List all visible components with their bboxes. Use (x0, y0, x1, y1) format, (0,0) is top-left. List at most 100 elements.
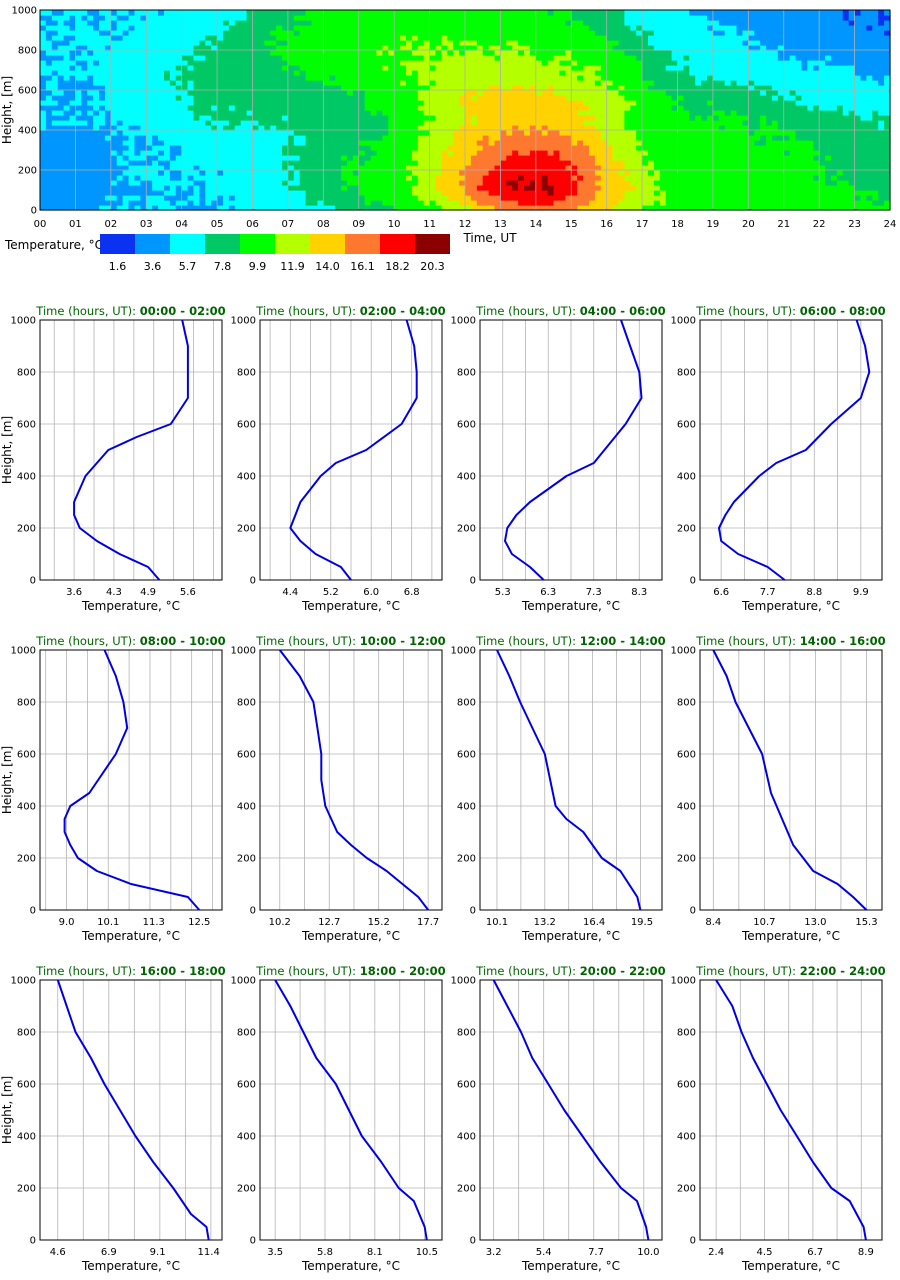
heatmap-cell (400, 190, 407, 196)
heatmap-cell (152, 35, 159, 41)
heatmap-cell (193, 80, 200, 86)
heatmap-cell (163, 115, 171, 121)
heatmap-cell (707, 180, 714, 186)
heatmap-cell (653, 95, 661, 101)
heatmap-cell (653, 125, 661, 131)
heatmap-cell (453, 120, 460, 126)
heatmap-cell (535, 35, 543, 41)
heatmap-cell (423, 120, 431, 126)
heatmap-cell (488, 200, 496, 206)
heatmap-cell (187, 75, 195, 81)
heatmap-cell (512, 125, 519, 131)
heatmap-cell (81, 90, 88, 96)
heatmap-cell (577, 190, 584, 196)
heatmap-cell (653, 200, 661, 206)
heatmap-cell (636, 60, 643, 66)
heatmap-cell (388, 165, 395, 171)
heatmap-cell (87, 155, 94, 161)
heatmap-cell (211, 20, 218, 26)
heatmap-cell (417, 170, 425, 176)
heatmap-cell (459, 115, 466, 121)
heatmap-cell (234, 165, 242, 171)
heatmap-cell (311, 25, 319, 31)
heatmap-cell (110, 180, 118, 186)
heatmap-cell (606, 95, 614, 101)
heatmap-cell (512, 100, 519, 106)
heatmap-cell (642, 130, 649, 136)
heatmap-cell (104, 90, 112, 96)
heatmap-cell (630, 30, 637, 36)
heatmap-cell (270, 60, 277, 66)
heatmap-cell (441, 105, 448, 111)
heatmap-cell (116, 125, 124, 131)
heatmap-cell (754, 180, 761, 186)
heatmap-cell (40, 180, 47, 186)
heatmap-cell (81, 30, 88, 36)
heatmap-cell (104, 20, 112, 26)
heatmap-cell (317, 185, 324, 191)
heatmap-cell (228, 130, 236, 136)
heatmap-cell (323, 200, 330, 206)
heatmap-cell (99, 120, 106, 126)
heatmap-cell (659, 155, 667, 161)
heatmap-cell (535, 175, 543, 181)
heatmap-cell (630, 190, 637, 196)
heatmap-cell (116, 30, 124, 36)
heatmap-cell (370, 50, 378, 56)
heatmap-cell (222, 80, 230, 86)
heatmap-cell (305, 75, 313, 81)
heatmap-cell (69, 195, 77, 201)
heatmap-cell (405, 10, 413, 16)
heatmap-cell (606, 170, 614, 176)
heatmap-cell (169, 155, 177, 161)
heatmap-cell (512, 130, 519, 136)
heatmap-cell (736, 200, 744, 206)
heatmap-cell (246, 95, 254, 101)
heatmap-cell (358, 65, 366, 71)
heatmap-cell (429, 170, 437, 176)
heatmap-cell (376, 135, 383, 141)
heatmap-cell (382, 145, 389, 151)
heatmap-cell (122, 55, 130, 61)
heatmap-cell (252, 175, 259, 181)
heatmap-cell (329, 150, 336, 156)
heatmap-cell (205, 205, 212, 211)
heatmap-cell (110, 15, 118, 21)
heatmap-cell (636, 65, 643, 71)
heatmap-cell (683, 55, 690, 61)
heatmap-cell (234, 130, 242, 136)
heatmap-cell (158, 70, 165, 76)
heatmap-cell (771, 165, 779, 171)
heatmap-cell (742, 155, 749, 161)
heatmap-cell (636, 115, 643, 121)
heatmap-cell (482, 135, 490, 141)
heatmap-cell (376, 65, 383, 71)
heatmap-cell (571, 95, 578, 101)
heatmap-cell (707, 165, 714, 171)
heatmap-cell (370, 170, 378, 176)
heatmap-cell (323, 75, 330, 81)
heatmap-cell (571, 150, 578, 156)
heatmap-cell (470, 65, 478, 71)
heatmap-cell (205, 190, 212, 196)
heatmap-cell (512, 145, 519, 151)
heatmap-cell (730, 15, 738, 21)
heatmap-cell (199, 110, 206, 116)
heatmap-cell (122, 105, 130, 111)
heatmap-cell (104, 75, 112, 81)
heatmap-cell (559, 185, 566, 191)
heatmap-cell (40, 25, 47, 31)
heatmap-cell (276, 20, 283, 26)
heatmap-cell (346, 160, 354, 166)
heatmap-cell (718, 60, 726, 66)
heatmap-cell (541, 10, 549, 16)
heatmap-cell (541, 165, 549, 171)
heatmap-cell (695, 135, 702, 141)
heatmap-cell (358, 145, 366, 151)
heatmap-cell (75, 175, 82, 181)
heatmap-cell (518, 165, 525, 171)
heatmap-cell (45, 105, 53, 111)
heatmap-cell (122, 185, 130, 191)
heatmap-cell (494, 170, 502, 176)
